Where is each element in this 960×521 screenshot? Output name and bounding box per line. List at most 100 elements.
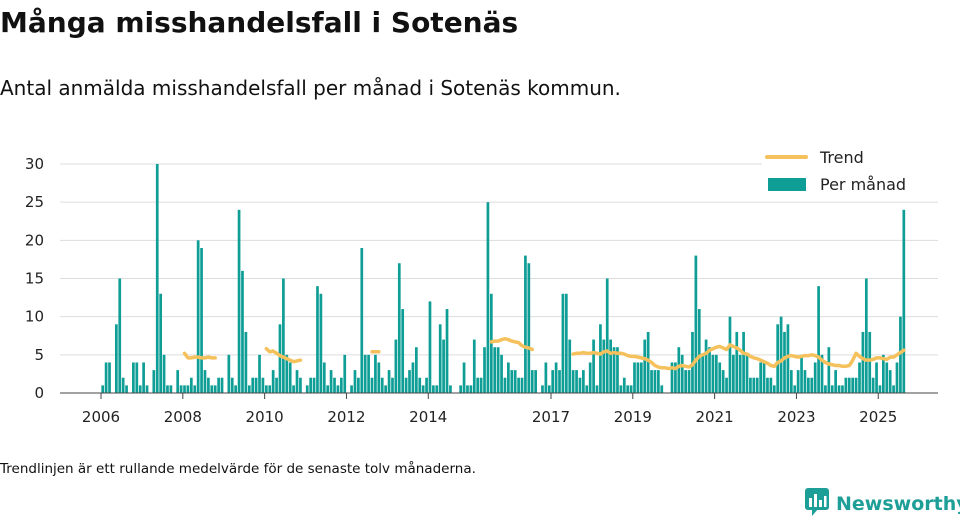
bar [217,377,220,393]
y-tick-label: 25 [25,193,44,211]
bar [483,347,486,393]
bar [568,339,572,393]
bar [384,385,388,393]
bar [864,278,868,393]
bar [357,377,360,393]
bar [786,324,790,393]
bar [220,377,224,393]
bar [207,377,210,393]
bar [251,377,255,393]
bar [377,362,381,393]
y-tick-label: 15 [25,270,44,288]
bar [159,293,163,393]
bar [714,354,718,393]
bar [510,370,514,393]
bar [541,385,544,393]
bar [602,339,606,393]
bar [237,209,241,393]
bar [851,377,855,393]
bar [189,377,193,393]
bar [571,370,575,393]
bar [554,362,558,393]
bar [104,362,108,393]
bar [892,385,895,393]
x-tick-label: 2023 [777,408,815,426]
bar [166,385,169,393]
legend-label-trend: Trend [819,148,864,167]
bar [762,362,766,393]
x-tick-label: 2012 [327,408,365,426]
bar [186,385,190,393]
bar [752,377,756,393]
bar [810,377,814,393]
bar [155,164,159,393]
y-tick-label: 10 [25,308,44,326]
bar [871,377,875,393]
bar [660,385,664,393]
bar [595,385,599,393]
bar [486,202,490,393]
bar [820,354,824,393]
bar [469,385,473,393]
bar [234,385,238,393]
bar [322,362,326,393]
bar [599,324,602,393]
bar [275,377,278,393]
legend-label-per-month: Per månad [820,175,906,194]
bar [418,377,422,393]
bar [697,309,701,393]
bar [442,339,445,393]
bar [230,377,234,393]
bar [227,354,231,393]
bar [196,240,200,393]
bar [636,362,640,393]
bar [701,354,705,393]
bar [588,362,592,393]
bar [459,385,463,393]
bar [401,309,405,393]
y-tick-label: 0 [34,384,44,402]
bar [329,370,333,393]
bar [380,377,384,393]
bar [360,247,364,393]
bar [169,385,173,393]
bar [339,377,343,393]
bar [299,377,302,393]
bar [425,377,428,393]
bar [200,247,203,393]
brand-logo[interactable]: Newsworthy [804,488,960,520]
bar-layer [101,164,906,393]
bar [295,370,299,393]
bar [271,370,275,393]
bar [500,354,503,393]
bar [558,370,561,393]
bar [544,362,548,393]
bar [350,385,353,393]
bar [834,370,837,393]
trend-line-segment [571,343,906,371]
bar [650,370,653,393]
bar [738,354,742,393]
bar [837,385,841,393]
bar [749,377,752,393]
bar [517,377,520,393]
bar [789,370,793,393]
bar [779,316,783,393]
bar [387,370,391,393]
bar [643,339,647,393]
bar [319,293,323,393]
bar [527,263,531,393]
bar [629,385,633,393]
trend-line-segment [182,351,217,360]
chart-title: Många misshandelsfall i Sotenäs [0,6,519,39]
bar [411,362,415,393]
bar [363,354,367,393]
bar [421,385,425,393]
bar [445,309,449,393]
footnote: Trendlinjen är ett rullande medelvärde f… [0,461,476,477]
bar [305,385,309,393]
bar [899,316,902,393]
bar [370,377,374,393]
bar [633,362,636,393]
